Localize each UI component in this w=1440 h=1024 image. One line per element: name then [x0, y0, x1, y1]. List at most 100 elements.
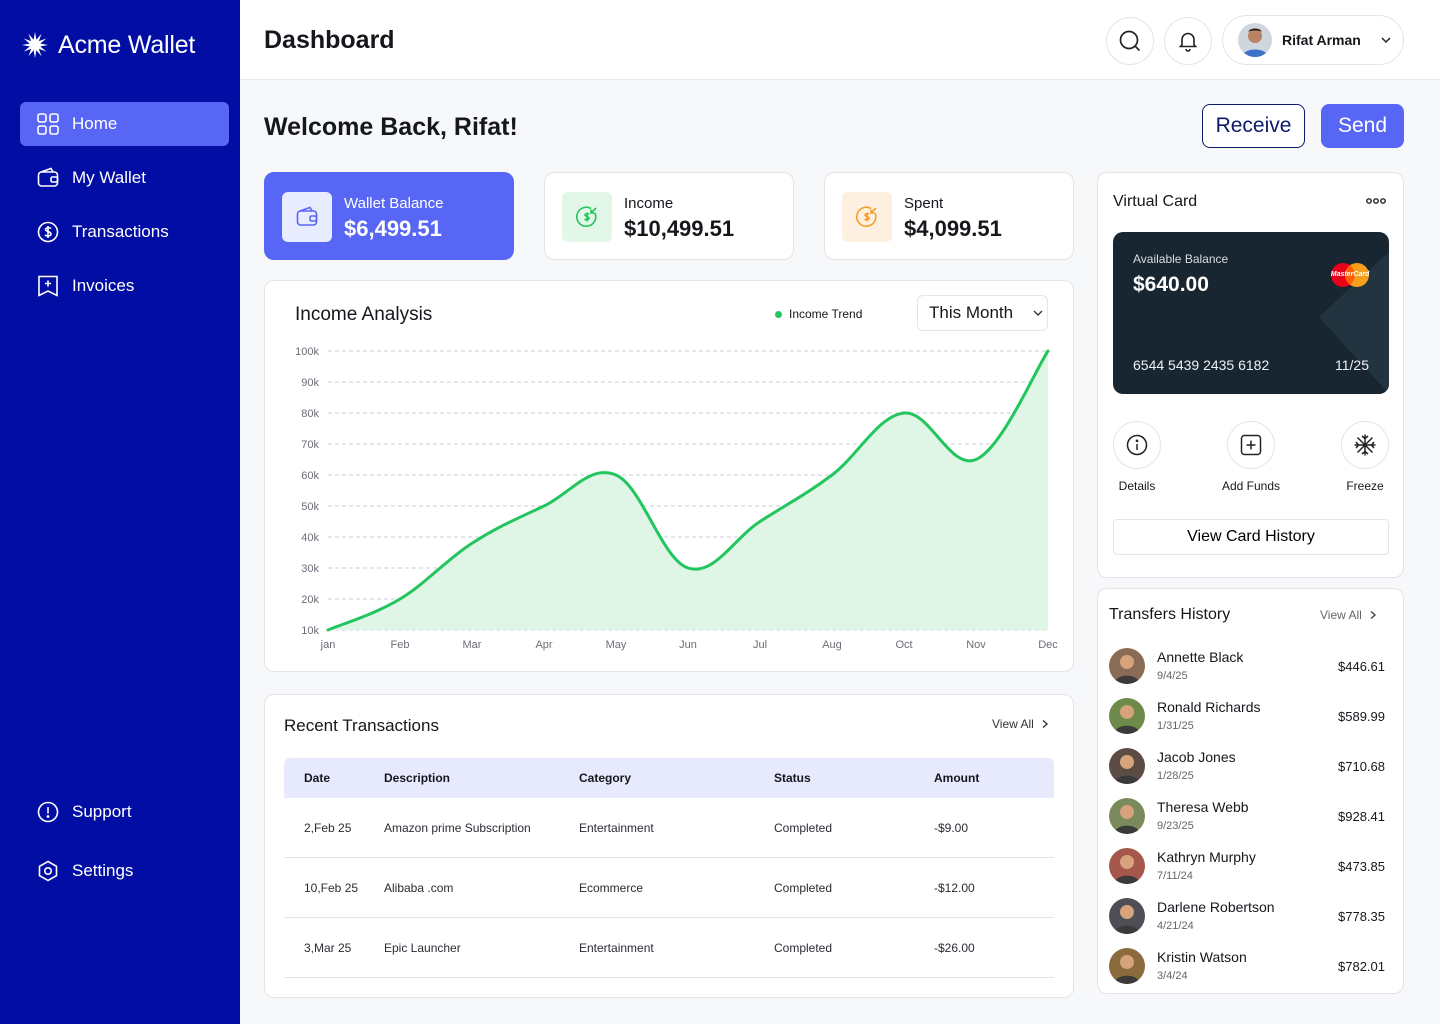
virtual-card[interactable]: Available Balance $640.00 MasterCard 654…: [1113, 232, 1389, 394]
section-title: Virtual Card: [1113, 193, 1198, 210]
sidebar-item-invoices[interactable]: Invoices: [20, 264, 229, 308]
cell-description: Amazon prime Subscription: [384, 820, 531, 835]
chart-area: [328, 351, 1048, 630]
view-card-history-button[interactable]: View Card History: [1113, 519, 1389, 555]
transfer-item[interactable]: Darlene Robertson 4/21/24 $778.35: [1109, 897, 1385, 947]
column-header[interactable]: Amount: [934, 771, 980, 785]
x-tick-label: Nov: [966, 639, 986, 651]
view-all-transactions-link[interactable]: View All: [992, 717, 1050, 731]
cell-date: 2,Feb 25: [304, 820, 352, 835]
section-title: Transfers History: [1109, 606, 1231, 623]
page-title: Dashboard: [264, 26, 395, 54]
sidebar-item-home[interactable]: Home: [20, 102, 229, 146]
transfer-item[interactable]: Jacob Jones 1/28/25 $710.68: [1109, 747, 1385, 797]
cell-status: Completed: [774, 880, 833, 895]
avatar: [1238, 23, 1272, 57]
wallet-balance-card[interactable]: Wallet Balance $6,499.51: [264, 172, 514, 260]
income-chart: 10k 20k 30k 40k 50k 60k 70k 80k 90k 100k jan Feb Ma…: [295, 346, 1058, 651]
avatar: [1109, 898, 1145, 934]
income-icon: [562, 192, 612, 242]
transfer-item[interactable]: Kathryn Murphy 7/11/24 $473.85: [1109, 847, 1385, 897]
cell-amount: -$26.00: [934, 940, 975, 955]
freeze-card-button[interactable]: Freeze: [1320, 421, 1410, 493]
receive-button[interactable]: Receive: [1202, 104, 1305, 148]
chart-title: Income Analysis: [295, 304, 433, 325]
chevron-down-icon: [1381, 37, 1391, 44]
transfer-item[interactable]: Annette Black 9/4/25 $446.61: [1109, 647, 1385, 697]
notifications-button[interactable]: [1164, 17, 1212, 65]
transfer-name: Kristin Watson: [1157, 949, 1247, 965]
x-tick-label: Dec: [1038, 639, 1058, 651]
column-header[interactable]: Date: [304, 771, 331, 785]
cell-category: Entertainment: [579, 820, 654, 835]
available-balance-label: Available Balance: [1133, 252, 1229, 266]
transfer-item[interactable]: Ronald Richards 1/31/25 $589.99: [1109, 697, 1385, 747]
x-tick-label: Aug: [822, 639, 842, 651]
card-pattern: [1319, 252, 1389, 394]
view-all-label: View All: [992, 717, 1034, 731]
info-icon: [1113, 421, 1161, 469]
stat-label: Income: [624, 195, 674, 212]
view-all-transfers-link[interactable]: View All: [1320, 608, 1378, 622]
period-select[interactable]: This Month: [917, 295, 1048, 331]
transfer-name: Kathryn Murphy: [1157, 849, 1256, 865]
cell-category: Ecommerce: [579, 880, 644, 895]
card-balance: $640.00: [1133, 273, 1209, 296]
transfer-amount: $473.85: [1338, 859, 1385, 874]
cell-status: Completed: [774, 940, 833, 955]
transfer-date: 3/4/24: [1157, 970, 1188, 982]
avatar: [1109, 848, 1145, 884]
card-details-button[interactable]: Details: [1092, 421, 1182, 493]
mastercard-logo: MasterCard: [1329, 262, 1371, 288]
send-button[interactable]: Send: [1321, 104, 1404, 148]
action-label: Add Funds: [1221, 479, 1281, 493]
chart-line: [326, 349, 1050, 632]
period-value: This Month: [929, 303, 1014, 322]
wallet-icon: [36, 166, 60, 190]
column-header[interactable]: Description: [384, 771, 451, 785]
transfer-item[interactable]: Theresa Webb 9/23/25 $928.41: [1109, 797, 1385, 847]
transfers-list: Annette Black 9/4/25 $446.61 Ronald Richard…: [1109, 647, 1385, 997]
sidebar-item-label: Invoices: [72, 276, 135, 295]
y-tick-label: 40k: [301, 532, 319, 544]
transfer-amount: $782.01: [1338, 959, 1385, 974]
table-row[interactable]: 3,Mar 25 Epic Launcher Entertainment Com…: [284, 918, 1054, 978]
sidebar-item-settings[interactable]: Settings: [20, 849, 229, 893]
stat-value: $4,099.51: [904, 216, 1002, 241]
column-header[interactable]: Category: [579, 771, 632, 785]
x-tick-label: Feb: [391, 639, 410, 651]
card-expiry: 11/25: [1335, 357, 1369, 373]
sidebar-item-label: My Wallet: [72, 168, 146, 187]
table-row[interactable]: 10,Feb 25 Alibaba .com Ecommerce Complet…: [284, 858, 1054, 918]
x-tick-label: jan: [320, 639, 336, 651]
income-card[interactable]: Income $10,499.51: [544, 172, 794, 260]
sidebar-item-support[interactable]: Support: [20, 790, 229, 834]
transfer-name: Darlene Robertson: [1157, 899, 1275, 915]
recent-transactions-panel: Recent Transactions View All Date Descri…: [264, 694, 1074, 998]
stat-label: Wallet Balance: [344, 195, 444, 212]
x-tick-label: Jul: [753, 639, 767, 651]
spent-card[interactable]: Spent $4,099.51: [824, 172, 1074, 260]
transactions-table: Date Description Category Status Amount …: [284, 758, 1054, 978]
sidebar-item-my-wallet[interactable]: My Wallet: [20, 156, 229, 200]
spent-icon: [842, 192, 892, 242]
transfer-item[interactable]: Kristin Watson 3/4/24 $782.01: [1109, 947, 1385, 997]
cell-status: Completed: [774, 820, 833, 835]
add-funds-button[interactable]: Add Funds: [1206, 421, 1296, 493]
top-header: Dashboard Rifat Arman: [240, 0, 1440, 80]
user-menu[interactable]: Rifat Arman: [1222, 15, 1404, 65]
sidebar-bottom-nav: Support Settings: [20, 790, 229, 908]
y-tick-label: 100k: [295, 346, 319, 358]
search-icon: [1119, 30, 1141, 52]
y-tick-label: 20k: [301, 594, 319, 606]
search-button[interactable]: [1106, 17, 1154, 65]
more-options-icon[interactable]: [1365, 197, 1387, 205]
y-tick-label: 60k: [301, 470, 319, 482]
y-tick-label: 80k: [301, 408, 319, 420]
sidebar-item-transactions[interactable]: Transactions: [20, 210, 229, 254]
transfer-amount: $710.68: [1338, 759, 1385, 774]
column-header[interactable]: Status: [774, 771, 811, 785]
table-row[interactable]: 2,Feb 25 Amazon prime Subscription Enter…: [284, 798, 1054, 858]
stat-label: Spent: [904, 195, 944, 212]
brand[interactable]: Acme Wallet: [20, 30, 195, 60]
